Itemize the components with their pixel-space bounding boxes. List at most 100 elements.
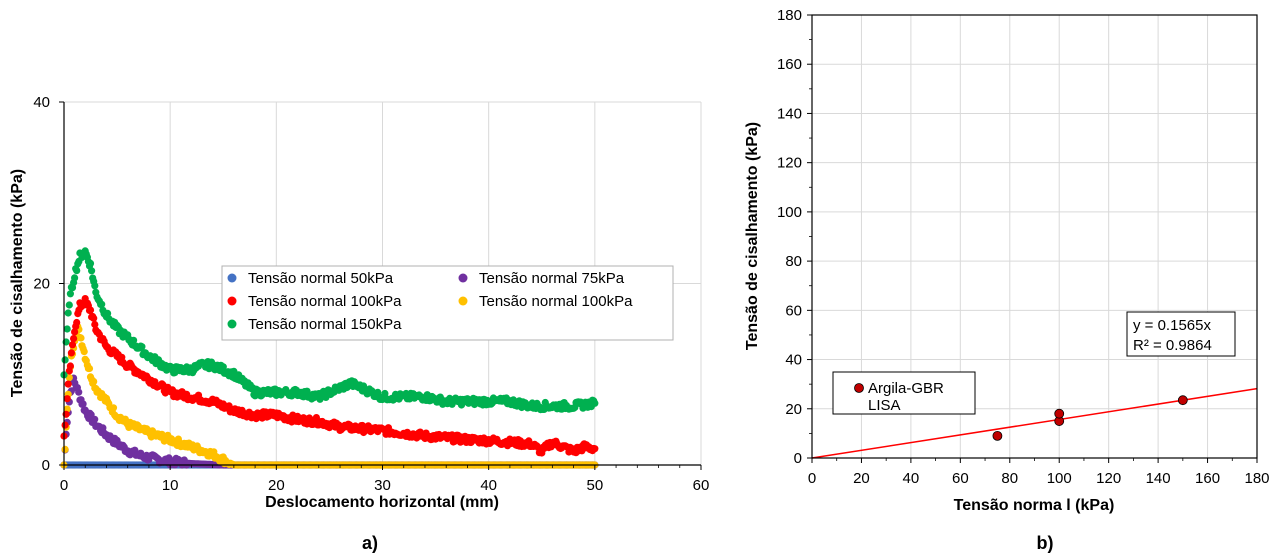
chart-a-legend-label: Tensão normal 75kPa (479, 270, 625, 287)
chart-b-point (1054, 408, 1065, 419)
chart-a-series-4 (60, 247, 599, 414)
chart-a-y-tick-label: 0 (42, 457, 50, 474)
chart-b-x-axis-label: Tensão norma l (kPa) (954, 497, 1115, 514)
chart-a-y-tick-label: 20 (33, 276, 50, 293)
chart-b: 0 20 40 60 80 100 120 140 160 180 0 20 40 60 80 100 120 1… (744, 7, 1270, 553)
chart-a-point (61, 421, 69, 429)
chart-a-point (71, 328, 79, 336)
chart-b-equation-box: y = 0.1565x R² = 0.9864 (1126, 311, 1236, 357)
chart-a-point (65, 301, 73, 309)
chart-a-legend: Tensão normal 50kPa Tensão normal 75kPa Te… (221, 265, 674, 341)
chart-b-x-tick-label: 80 (1001, 470, 1018, 487)
chart-a-legend-box (221, 265, 674, 341)
chart-b-x-tick-label: 0 (808, 470, 816, 487)
chart-a-point (64, 309, 72, 317)
chart-a-point (73, 318, 81, 327)
chart-a-point (70, 335, 78, 343)
chart-b-caption: b) (1037, 533, 1054, 553)
chart-b-x-tick-label: 100 (1047, 470, 1072, 487)
chart-a-point (98, 300, 106, 308)
chart-a-point (64, 380, 72, 388)
chart-a-series-2 (60, 295, 599, 457)
chart-a-point (91, 320, 99, 329)
chart-b-ticks: 0 20 40 60 80 100 120 140 160 180 0 20 40 60 80 100 120 1… (777, 7, 1270, 487)
chart-b-x-tick-label: 20 (853, 470, 870, 487)
chart-a-point (73, 267, 81, 275)
chart-a-legend-label: Tensão normal 150kPa (248, 316, 402, 333)
chart-b-series (992, 395, 1188, 441)
chart-a-legend-marker (227, 273, 237, 283)
chart-a-x-axis-label: Deslocamento horizontal (mm) (265, 494, 499, 511)
chart-a-point (80, 348, 88, 356)
chart-b-x-tick-label: 40 (903, 470, 920, 487)
chart-b-equation-frame (1126, 311, 1236, 357)
chart-b-equation: y = 0.1565x (1133, 317, 1211, 334)
chart-a-point (219, 363, 227, 371)
chart-a-point (88, 267, 96, 275)
chart-a-point (138, 343, 146, 351)
chart-b-point (992, 430, 1003, 441)
chart-b-legend-line-1: Argila-GBR (868, 380, 944, 397)
chart-b-y-tick-label: 120 (777, 155, 802, 172)
chart-a: 0 10 20 30 40 50 60 0 20 40 Deslocamento horizont… (9, 94, 709, 553)
chart-a-point (130, 336, 138, 344)
chart-b-x-tick-label: 140 (1146, 470, 1171, 487)
chart-a-point (109, 404, 118, 412)
chart-b-y-tick-label: 140 (777, 105, 802, 122)
chart-b-r2: R² = 0.9864 (1133, 337, 1212, 354)
chart-a-y-axis-label: Tensão de cisalhamento (kPa) (9, 169, 26, 397)
chart-a-legend-marker (227, 319, 237, 329)
chart-a-x-tick-label: 10 (162, 477, 179, 494)
chart-a-x-tick-label: 50 (586, 477, 603, 494)
chart-a-point (79, 400, 87, 408)
chart-b-x-tick-label: 180 (1244, 470, 1269, 487)
chart-a-point (71, 274, 79, 282)
chart-b-y-tick-label: 20 (785, 401, 802, 418)
chart-a-point (91, 282, 99, 290)
chart-b-y-tick-label: 80 (785, 253, 802, 270)
chart-b-legend-line-2: LISA (868, 397, 901, 414)
chart-a-point (61, 356, 69, 364)
chart-b-point (1177, 395, 1188, 406)
chart-a-point (591, 399, 599, 407)
chart-a-point (77, 334, 85, 342)
chart-a-point (86, 306, 95, 314)
chart-b-legend-marker (854, 383, 864, 393)
chart-a-ticks: 0 10 20 30 40 50 60 0 20 40 (33, 94, 709, 494)
chart-a-legend-marker (227, 296, 237, 306)
chart-a-legend-label: Tensão normal 50kPa (248, 270, 394, 287)
chart-a-point (66, 290, 74, 298)
chart-a-point (75, 388, 83, 396)
chart-a-point (67, 349, 75, 357)
chart-a-point (68, 341, 77, 349)
chart-a-x-tick-label: 30 (374, 477, 391, 494)
chart-a-legend-marker (458, 296, 468, 306)
chart-b-y-tick-label: 0 (794, 450, 802, 467)
chart-a-point (66, 362, 74, 370)
chart-b-x-tick-label: 60 (952, 470, 969, 487)
chart-b-y-tick-label: 60 (785, 302, 802, 319)
chart-a-x-tick-label: 0 (60, 477, 68, 494)
chart-b-y-tick-label: 40 (785, 352, 802, 369)
chart-a-point (91, 415, 99, 423)
chart-a-point (90, 314, 98, 322)
chart-a-legend-label: Tensão normal 100kPa (479, 293, 633, 310)
chart-a-point (90, 377, 98, 386)
chart-a-point (63, 325, 71, 333)
chart-b-y-tick-label: 160 (777, 56, 802, 73)
chart-b-x-tick-label: 120 (1096, 470, 1121, 487)
chart-a-legend-marker (458, 273, 468, 283)
chart-b-legend: Argila-GBR LISA (832, 371, 976, 415)
chart-a-point (65, 374, 73, 382)
chart-a-x-tick-label: 60 (693, 477, 710, 494)
chart-a-x-tick-label: 20 (268, 477, 285, 494)
chart-b-legend-box (832, 371, 976, 415)
chart-b-y-axis-label: Tensão de cisalhamento (kPa) (744, 122, 761, 350)
chart-a-point (61, 445, 69, 453)
chart-a-point (591, 445, 599, 453)
chart-a-x-tick-label: 40 (480, 477, 497, 494)
chart-a-point (86, 259, 95, 267)
chart-a-point (312, 414, 320, 422)
chart-b-y-tick-label: 100 (777, 204, 802, 221)
